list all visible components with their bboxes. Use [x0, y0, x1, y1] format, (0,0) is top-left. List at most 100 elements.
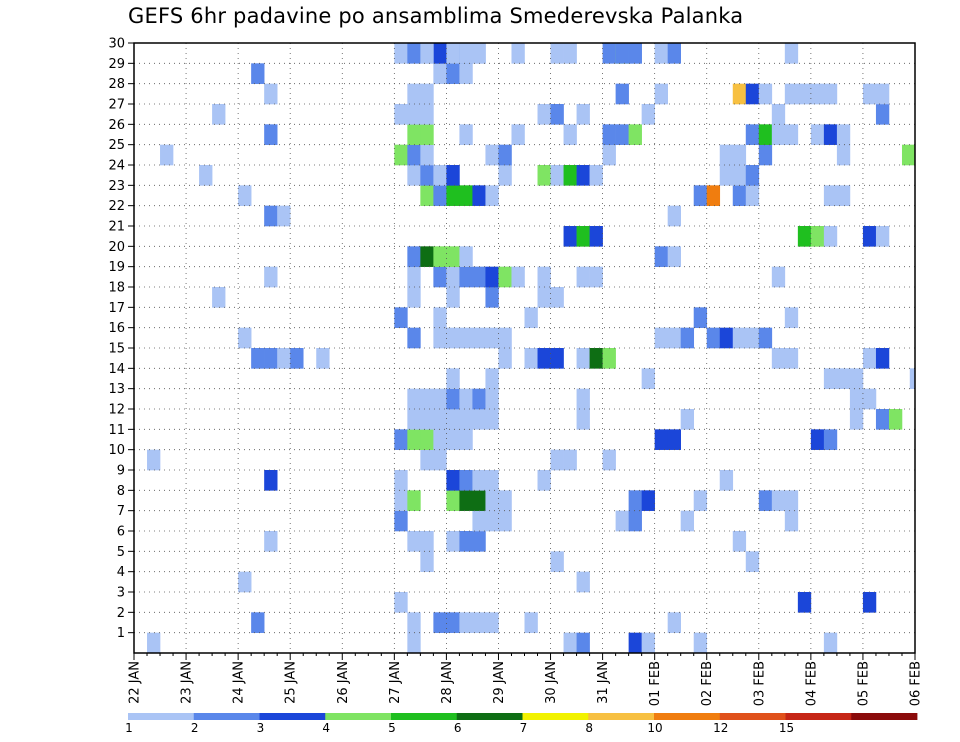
legend-swatch [522, 713, 589, 720]
legend-level-label: 1 [125, 721, 133, 735]
heatmap-cell [485, 368, 499, 389]
heatmap-cell [264, 470, 278, 491]
heatmap-cell [485, 388, 499, 410]
heatmap-cell [433, 409, 447, 430]
heatmap-cell [563, 632, 577, 654]
heatmap-cell [602, 144, 616, 166]
y-tick-label: 8 [117, 484, 125, 499]
y-tick-label: 18 [108, 281, 125, 296]
heatmap-cell [459, 124, 473, 145]
heatmap-cell [862, 388, 877, 410]
heatmap-cell [485, 409, 499, 430]
heatmap-cell [472, 612, 486, 633]
y-tick-label: 3 [117, 586, 125, 601]
heatmap-cell [472, 43, 486, 64]
heatmap-cell [472, 490, 486, 511]
heatmap-cell [875, 409, 890, 430]
heatmap-cell [771, 104, 786, 125]
heatmap-cell [472, 327, 486, 349]
heatmap-cell [407, 83, 421, 105]
y-tick-label: 1 [117, 626, 125, 641]
heatmap-cell [420, 429, 434, 450]
heatmap-cell [810, 226, 825, 247]
heatmap-cell [784, 348, 799, 369]
heatmap-cell [732, 165, 747, 186]
heatmap-cell [407, 327, 421, 349]
heatmap-cell [264, 205, 278, 227]
heatmap-cell [472, 185, 486, 206]
heatmap-cell [602, 43, 616, 64]
heatmap-cell [758, 83, 773, 105]
heatmap-cell [667, 429, 681, 450]
y-tick-label: 4 [117, 565, 125, 580]
heatmap-cell [732, 83, 747, 105]
heatmap-cell [407, 165, 421, 186]
heatmap-cell [732, 185, 747, 206]
heatmap-cell [550, 449, 564, 471]
legend-swatch [128, 713, 195, 720]
heatmap-cell [784, 83, 799, 105]
heatmap-cell [732, 531, 747, 552]
heatmap-cell [459, 409, 473, 430]
x-tick-label: 23 JAN [180, 661, 195, 704]
legend-swatch [325, 713, 392, 720]
heatmap-cell [550, 287, 564, 308]
heatmap-cell [771, 266, 786, 288]
heatmap-cell [615, 43, 629, 64]
heatmap-cell [784, 510, 799, 532]
heatmap-cell [394, 104, 408, 125]
heatmap-cell [472, 409, 486, 430]
heatmap-cell [433, 266, 447, 288]
y-tick-label: 21 [108, 220, 125, 235]
heatmap-cell [797, 226, 812, 247]
heatmap-cell [407, 246, 421, 267]
heatmap-cell [446, 409, 460, 430]
heatmap-cell [706, 185, 721, 206]
heatmap-cell [407, 124, 421, 145]
heatmap-cell [498, 348, 512, 369]
heatmap-cell [316, 348, 330, 369]
heatmap-cell [758, 124, 773, 145]
heatmap-cell [433, 429, 447, 450]
legend-swatch [654, 713, 721, 720]
heatmap-cell [407, 612, 421, 633]
heatmap-cell [654, 246, 668, 267]
heatmap-cell [459, 388, 473, 410]
heatmap-cell [446, 368, 460, 389]
heatmap-cell [433, 185, 447, 206]
legend-level-label: 12 [713, 721, 728, 735]
heatmap-cell [498, 510, 512, 532]
heatmap-cell [628, 43, 642, 64]
heatmap-cell [277, 348, 291, 369]
heatmap-cell [784, 124, 799, 145]
legend-swatch [456, 713, 523, 720]
heatmap-cell [537, 287, 551, 308]
heatmap-cell [433, 612, 447, 633]
x-tick-label: 31 JAN [596, 661, 611, 704]
heatmap-cell [485, 327, 499, 349]
x-tick-label: 01 FEB [648, 661, 663, 706]
heatmap-cell [745, 124, 760, 145]
heatmap-cell [537, 104, 551, 125]
heatmap-cell [238, 185, 252, 206]
heatmap-cell [719, 470, 734, 491]
heatmap-cell [459, 327, 473, 349]
heatmap-cell [849, 388, 864, 410]
legend-level-label: 4 [322, 721, 330, 735]
heatmap-cell [563, 124, 577, 145]
heatmap-cell [641, 368, 655, 389]
heatmap-cell [459, 63, 473, 84]
heatmap-cell [407, 388, 421, 410]
heatmap-cell [615, 124, 629, 145]
heatmap-cell [550, 43, 564, 64]
heatmap-cell [446, 246, 460, 267]
heatmap-cell [589, 266, 603, 288]
heatmap-cell [628, 490, 642, 511]
heatmap-cell [407, 632, 421, 654]
y-tick-label: 7 [117, 504, 125, 519]
heatmap-cell [446, 612, 460, 633]
heatmap-cell [407, 266, 421, 288]
heatmap-cell [472, 388, 486, 410]
heatmap-cell [420, 83, 434, 105]
heatmap-cell [563, 165, 577, 186]
